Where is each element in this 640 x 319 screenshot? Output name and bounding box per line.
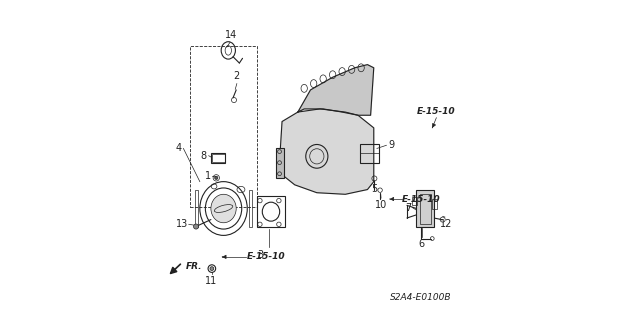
Text: 8: 8 — [201, 151, 207, 161]
Bar — [190, 46, 257, 207]
Text: 6: 6 — [419, 239, 425, 249]
Text: 2: 2 — [234, 71, 240, 81]
Bar — [276, 148, 284, 178]
Text: E-15-10: E-15-10 — [246, 252, 285, 261]
Circle shape — [214, 176, 218, 179]
Text: 9: 9 — [388, 140, 394, 150]
Bar — [195, 189, 198, 227]
Text: 14: 14 — [225, 30, 237, 40]
Text: FR.: FR. — [186, 262, 203, 271]
Text: 13: 13 — [175, 219, 188, 229]
Text: 10: 10 — [375, 200, 387, 210]
Bar — [211, 153, 225, 163]
Polygon shape — [279, 109, 374, 194]
Text: 7: 7 — [406, 203, 412, 212]
Text: 5: 5 — [371, 184, 378, 194]
Bar — [432, 199, 437, 209]
Circle shape — [193, 224, 198, 229]
Bar — [420, 194, 431, 224]
Bar — [417, 189, 434, 227]
Bar — [257, 196, 285, 227]
Text: 12: 12 — [440, 219, 452, 229]
Bar — [212, 154, 225, 162]
Circle shape — [210, 267, 214, 271]
Text: 1: 1 — [205, 171, 211, 181]
Text: 11: 11 — [205, 276, 217, 286]
Text: 4: 4 — [175, 144, 182, 153]
Bar — [249, 189, 252, 227]
Bar — [412, 197, 417, 205]
Ellipse shape — [211, 194, 236, 223]
Text: E-15-10: E-15-10 — [417, 107, 456, 116]
Text: 3: 3 — [257, 250, 263, 260]
Text: S2A4-E0100B: S2A4-E0100B — [390, 293, 452, 302]
Bar — [360, 144, 378, 163]
Text: E-15-10: E-15-10 — [402, 195, 441, 204]
Polygon shape — [298, 65, 374, 115]
